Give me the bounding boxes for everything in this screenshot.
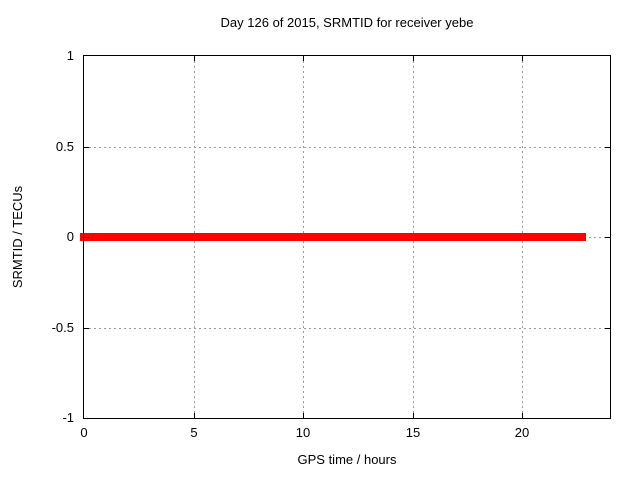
y-tick-right [605, 237, 610, 238]
y-gridline [84, 147, 610, 148]
chart-title: Day 126 of 2015, SRMTID for receiver yeb… [220, 15, 474, 30]
plot-area [80, 55, 611, 419]
y-tick-label: 0 [66, 229, 74, 244]
x-tick-top [413, 56, 414, 61]
y-tick-left [84, 328, 89, 329]
y-tick-label: 1 [66, 48, 74, 63]
x-tick-label: 5 [190, 425, 198, 440]
y-tick-right [605, 328, 610, 329]
x-axis-label: GPS time / hours [297, 452, 397, 467]
y-tick-left [84, 147, 89, 148]
y-tick-left [84, 237, 89, 238]
y-gridline [84, 328, 610, 329]
x-tick-top [194, 56, 195, 61]
y-tick-right [605, 147, 610, 148]
x-tick-label: 20 [514, 425, 530, 440]
x-tick-bottom [522, 413, 523, 418]
y-tick-label: -1 [62, 410, 74, 425]
x-tick-label: 10 [295, 425, 311, 440]
y-tick-label: -0.5 [51, 320, 74, 335]
x-tick-bottom [303, 413, 304, 418]
x-tick-top [303, 56, 304, 61]
x-tick-bottom [194, 413, 195, 418]
x-tick-bottom [413, 413, 414, 418]
y-tick-label: 0.5 [55, 139, 74, 154]
series-line-srmtid [80, 233, 586, 241]
x-tick-top [522, 56, 523, 61]
x-tick-label: 15 [405, 425, 421, 440]
x-tick-label: 0 [80, 425, 88, 440]
